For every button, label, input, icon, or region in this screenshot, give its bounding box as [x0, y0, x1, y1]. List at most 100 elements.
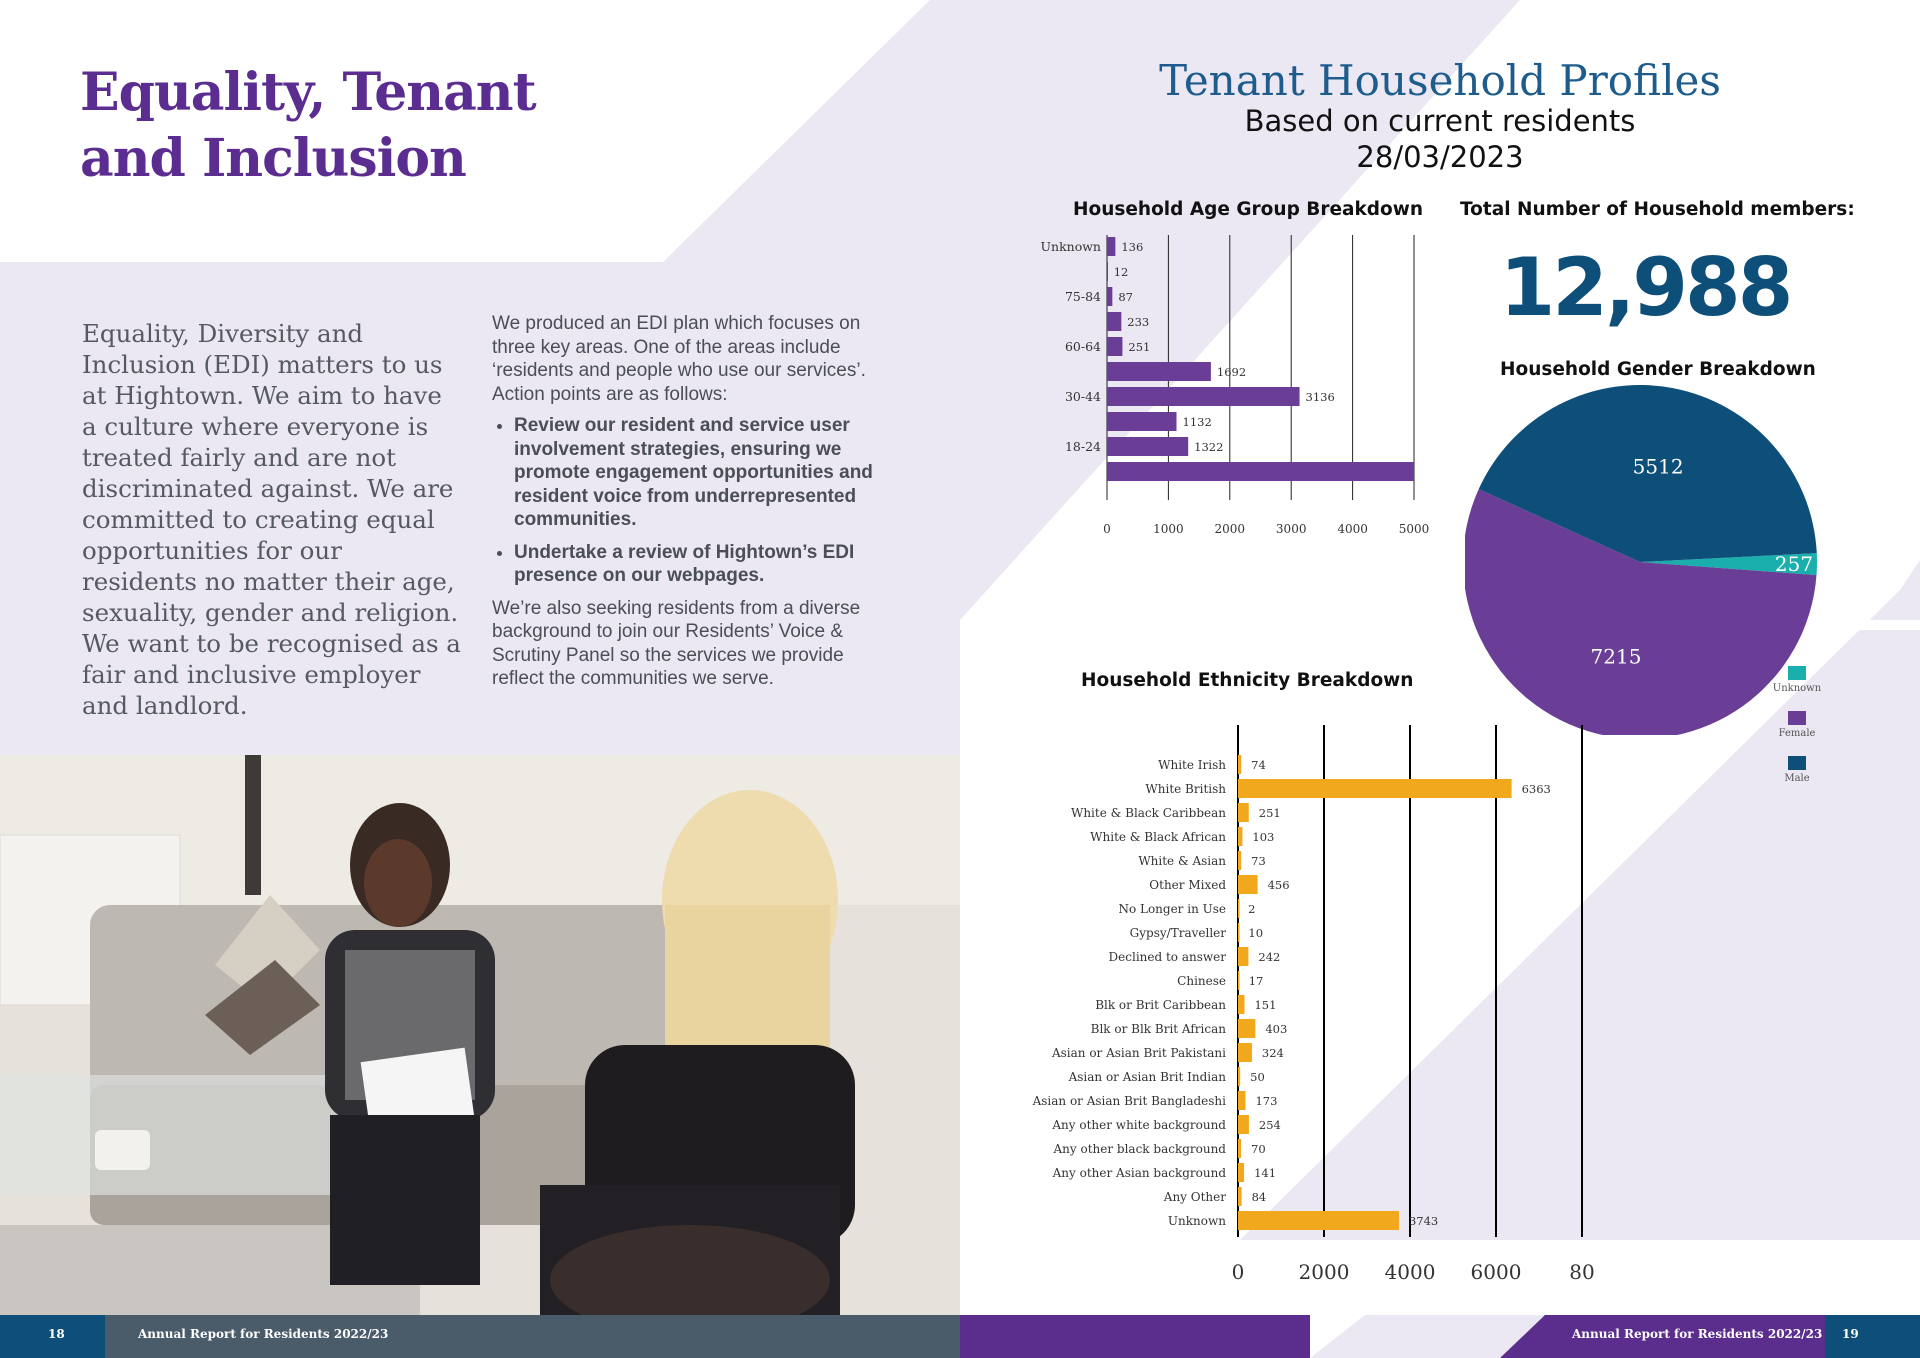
age-bar	[1107, 262, 1108, 281]
age-value-label: 12	[1114, 265, 1129, 279]
footer-accent-left	[0, 1315, 105, 1358]
eth-category-label: Any other black background	[1052, 1142, 1226, 1156]
eth-bar	[1238, 1139, 1242, 1158]
eth-bar	[1238, 1115, 1249, 1134]
legend-swatch-female	[1788, 711, 1806, 725]
total-members-value: 12,988	[1499, 241, 1794, 334]
age-value-label: 136	[1121, 240, 1143, 254]
age-chart: 0 1000 2000 3000 4000 5000 Unknown 136 12 75-84 87…	[1041, 235, 1430, 536]
eth-bar	[1238, 1187, 1242, 1206]
gender-slice-label: 5512	[1633, 454, 1684, 478]
eth-category-label: White & Black African	[1090, 830, 1226, 844]
eth-value-label: 17	[1249, 974, 1264, 988]
eth-x-tick: 80	[1569, 1260, 1594, 1284]
eth-category-label: Asian or Asian Brit Bangladeshi	[1032, 1094, 1227, 1108]
eth-bar	[1238, 947, 1249, 966]
eth-category-label: Declined to answer	[1109, 950, 1227, 964]
eth-value-label: 74	[1251, 758, 1266, 772]
age-bar	[1107, 462, 1414, 481]
eth-value-label: 50	[1250, 1070, 1265, 1084]
eth-category-label: Asian or Asian Brit Pakistani	[1051, 1046, 1226, 1060]
eth-value-label: 10	[1248, 926, 1263, 940]
age-category-label: Unknown	[1041, 239, 1102, 254]
right-page-title: Tenant Household Profiles	[1159, 56, 1721, 105]
total-members-label: Total Number of Household members:	[1460, 199, 1855, 220]
age-x-tick: 5000	[1399, 522, 1430, 536]
intro-paragraph: Equality, Diversity and Inclusion (EDI) …	[82, 319, 461, 720]
eth-value-label: 103	[1252, 830, 1274, 844]
left-page-background	[0, 0, 960, 755]
legend-item-unknown: Unknown	[1762, 666, 1832, 694]
age-value-label: 233	[1127, 315, 1149, 329]
eth-x-tick: 0	[1232, 1260, 1245, 1284]
eth-value-label: 3743	[1409, 1214, 1438, 1228]
edi-action-item: Review our resident and service user inv…	[514, 414, 882, 532]
eth-bar	[1238, 779, 1512, 798]
gender-pie-slice	[1465, 489, 1817, 735]
page-title-line-1: Equality, Tenant	[80, 62, 537, 123]
ethnicity-chart-title: Household Ethnicity Breakdown	[1081, 670, 1414, 691]
edi-paragraph-1: We produced an EDI plan which focuses on…	[492, 313, 866, 405]
eth-bar	[1238, 995, 1245, 1014]
eth-bar	[1238, 1043, 1252, 1062]
footer-report-title: Annual Report for Residents 2022/23	[138, 1327, 389, 1341]
age-bar	[1107, 362, 1211, 381]
age-value-label: 87	[1118, 290, 1133, 304]
footer-report-title-right: Annual Report for Residents 2022/23	[1572, 1327, 1823, 1341]
eth-category-label: White & Black Caribbean	[1071, 806, 1226, 820]
footer-accent-right	[960, 1315, 1310, 1358]
age-x-tick: 0	[1103, 522, 1111, 536]
eth-value-label: 141	[1254, 1166, 1276, 1180]
eth-category-label: Any other white background	[1051, 1118, 1226, 1132]
eth-bar	[1238, 1019, 1256, 1038]
age-value-label: 1692	[1217, 365, 1246, 379]
eth-bar	[1238, 971, 1240, 990]
legend-swatch-unknown	[1788, 666, 1806, 680]
eth-category-label: White & Asian	[1138, 854, 1226, 868]
eth-bar	[1238, 803, 1249, 822]
eth-category-label: Blk or Brit Caribbean	[1095, 998, 1226, 1012]
eth-bar	[1238, 827, 1243, 846]
age-x-tick: 2000	[1215, 522, 1246, 536]
footer-page-number-right: 19	[1842, 1327, 1859, 1341]
photo-illustration	[0, 755, 960, 1315]
eth-value-label: 2	[1248, 902, 1255, 916]
age-category-label: 18-24	[1065, 439, 1101, 454]
eth-bar	[1238, 755, 1242, 774]
eth-value-label: 403	[1265, 1022, 1287, 1036]
gender-pie-slice	[1640, 553, 1817, 576]
age-category-label: 30-44	[1065, 389, 1101, 404]
age-category-label: 75-84	[1065, 289, 1101, 304]
eth-category-label: Any Other	[1163, 1190, 1226, 1204]
eth-bar	[1238, 1211, 1399, 1230]
edi-action-item: Undertake a review of Hightown’s EDI pre…	[514, 541, 882, 588]
eth-category-label: Other Mixed	[1149, 878, 1226, 892]
eth-value-label: 456	[1268, 878, 1290, 892]
eth-x-tick: 6000	[1471, 1260, 1522, 1284]
gender-slice-label: 257	[1775, 552, 1813, 576]
age-value-label: 251	[1128, 340, 1150, 354]
edi-plan-column: We produced an EDI plan which focuses on…	[492, 312, 882, 699]
eth-category-label: Unknown	[1168, 1214, 1226, 1228]
footer-bar-left	[105, 1315, 960, 1358]
eth-value-label: 73	[1251, 854, 1266, 868]
eth-value-label: 324	[1262, 1046, 1284, 1060]
eth-bar	[1238, 875, 1258, 894]
legend-item-male: Male	[1762, 756, 1832, 784]
edi-action-list: Review our resident and service user inv…	[492, 414, 882, 588]
eth-value-label: 173	[1255, 1094, 1277, 1108]
footer-page-number: 18	[48, 1327, 65, 1341]
age-bar	[1107, 312, 1122, 331]
eth-bar	[1238, 851, 1242, 870]
right-page-date: 28/03/2023	[1356, 140, 1524, 174]
age-x-tick: 1000	[1153, 522, 1184, 536]
age-x-tick: 4000	[1337, 522, 1368, 536]
eth-bar	[1238, 923, 1240, 942]
age-x-tick: 3000	[1276, 522, 1307, 536]
eth-bar	[1238, 1091, 1246, 1110]
legend-label-male: Male	[1784, 773, 1810, 784]
eth-value-label: 242	[1258, 950, 1280, 964]
legend-item-female: Female	[1762, 711, 1832, 739]
age-bar	[1107, 337, 1123, 356]
eth-value-label: 251	[1259, 806, 1281, 820]
